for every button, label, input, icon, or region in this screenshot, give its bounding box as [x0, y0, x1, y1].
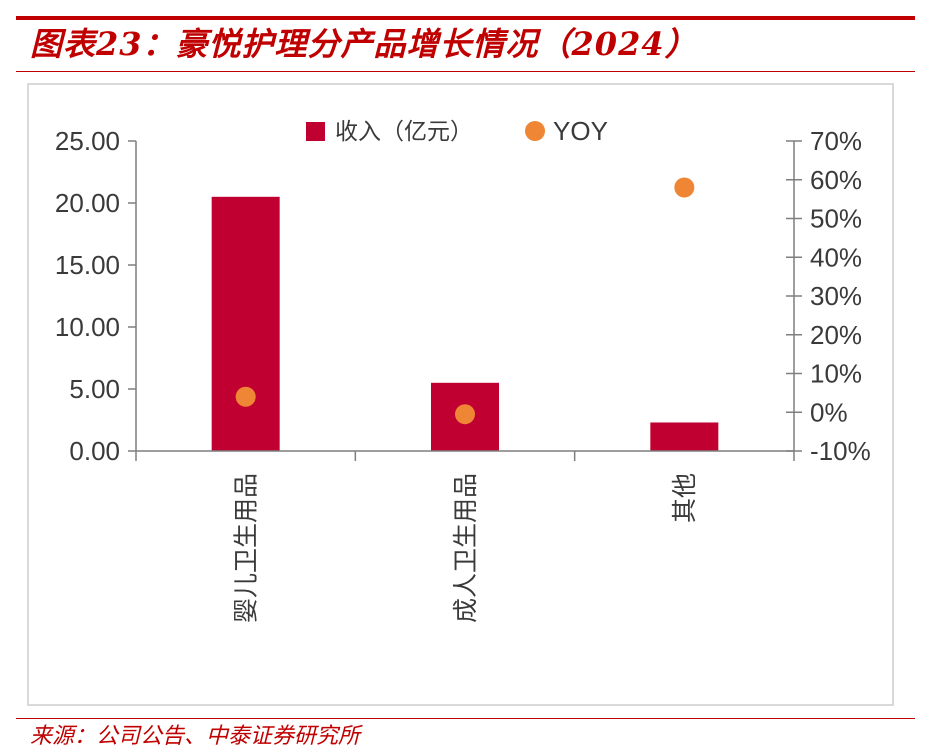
bottom-rule — [16, 718, 915, 719]
right-tick-label-7: 60% — [810, 165, 862, 195]
legend-label-revenue: 收入（亿元） — [335, 119, 473, 145]
title-rule — [16, 71, 915, 72]
yoy-point-0 — [235, 386, 256, 407]
category-label-1: 成人卫生用品 — [451, 473, 480, 623]
right-tick-label-5: 40% — [810, 242, 862, 272]
category-label-2: 其他 — [670, 473, 699, 523]
legend-label-yoy: YOY — [553, 116, 608, 146]
right-tick-label-2: 10% — [810, 359, 862, 389]
bar-revenue-2 — [650, 422, 719, 451]
left-tick-label-4: 20.00 — [55, 188, 120, 218]
left-tick-label-0: 0.00 — [69, 436, 120, 466]
right-tick-label-0: -10% — [810, 436, 871, 466]
right-tick-label-6: 50% — [810, 204, 862, 234]
right-tick-label-8: 70% — [810, 126, 862, 156]
left-tick-label-3: 15.00 — [55, 250, 120, 280]
top-rule — [16, 16, 915, 20]
right-tick-label-1: 0% — [810, 397, 848, 427]
legend-swatch-revenue — [306, 122, 325, 141]
left-tick-label-2: 10.00 — [55, 312, 120, 342]
left-tick-label-1: 5.00 — [69, 374, 120, 404]
yoy-point-1 — [455, 404, 475, 425]
legend-swatch-yoy — [525, 121, 545, 141]
right-tick-label-3: 20% — [810, 320, 862, 350]
chart: 0.00 5.00 10.00 15.00 20.00 25.00 -10% 0% 10% 20%… — [55, 116, 871, 623]
chart-frame: 0.00 5.00 10.00 15.00 20.00 25.00 -10% 0% 10% 20%… — [27, 83, 894, 706]
bar-revenue-0 — [211, 196, 280, 451]
right-tick-label-4: 30% — [810, 281, 862, 311]
yoy-point-2 — [674, 177, 695, 198]
figure-title: 图表23：豪悦护理分产品增长情况（2024） — [30, 25, 698, 63]
category-label-0: 婴儿卫生用品 — [231, 473, 260, 623]
source-note: 来源：公司公告、中泰证券研究所 — [30, 724, 361, 749]
left-tick-label-5: 25.00 — [55, 126, 120, 156]
